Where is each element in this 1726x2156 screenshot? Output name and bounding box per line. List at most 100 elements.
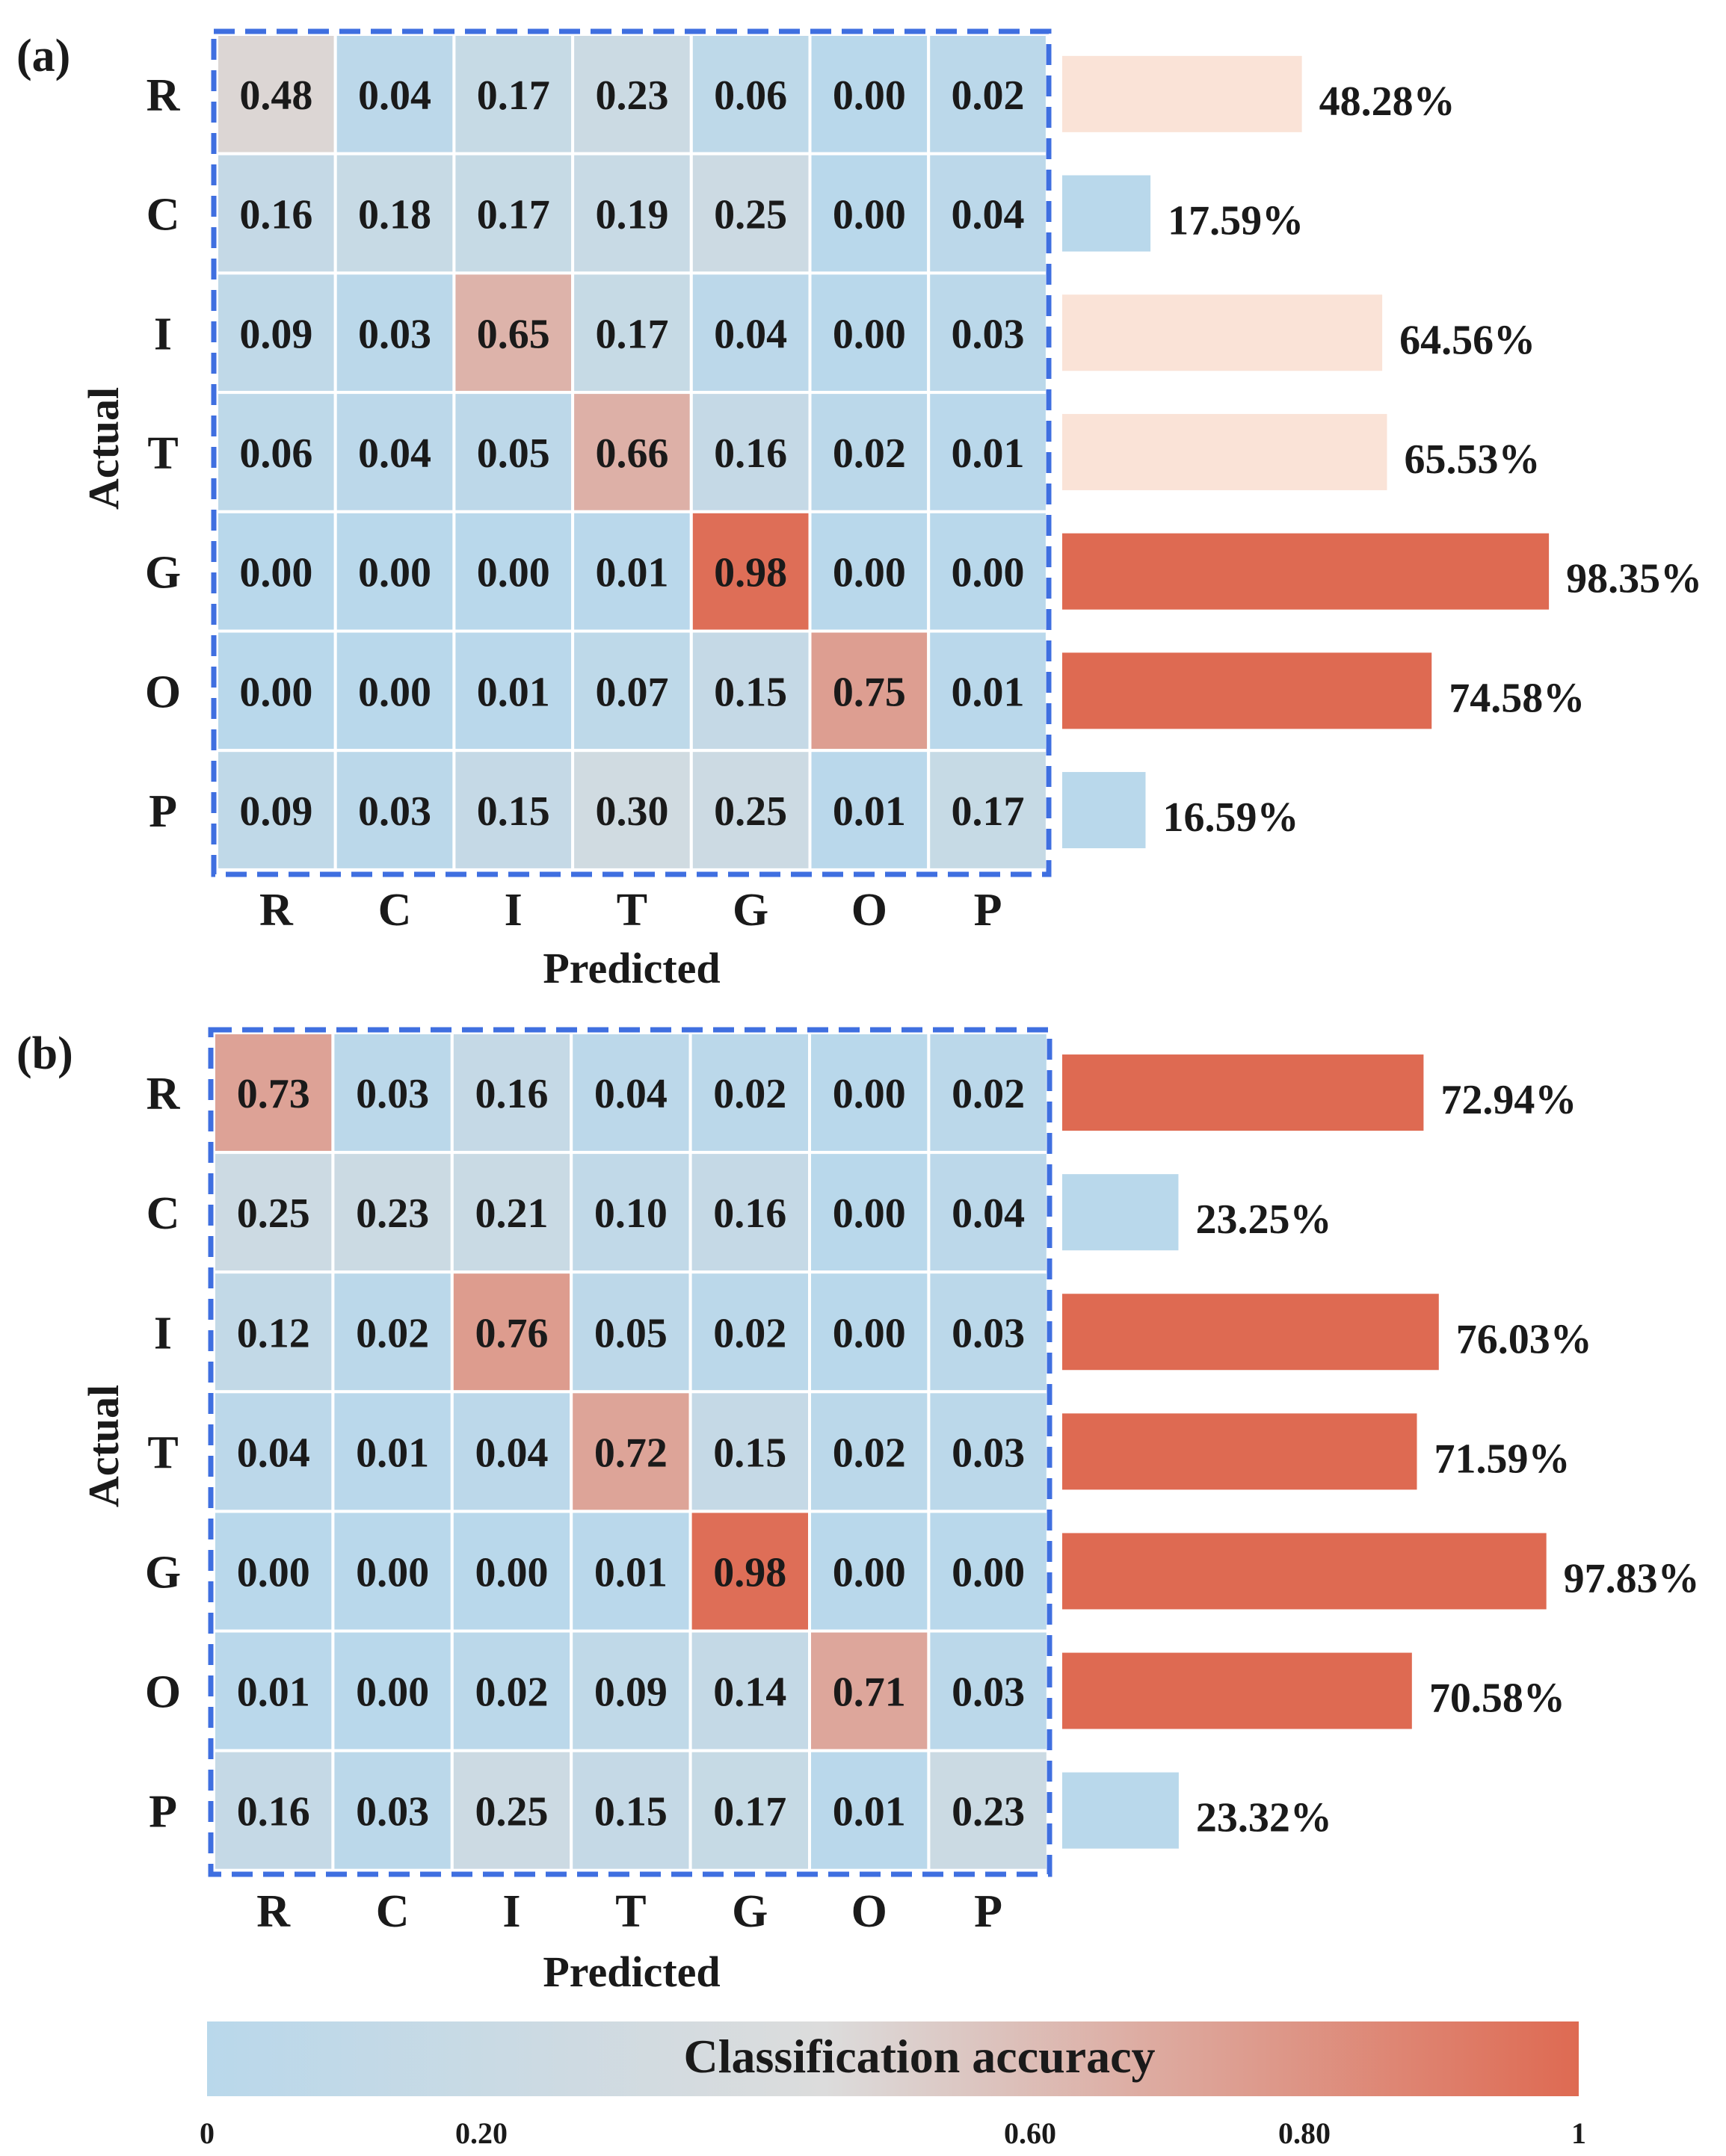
heatmap-cell	[450, 1390, 573, 1513]
col-label: R	[259, 885, 294, 936]
cell-value: 0.04	[358, 72, 431, 119]
cell-value: 0.04	[714, 311, 787, 357]
heatmap-cell	[450, 1749, 573, 1872]
colorbar-ticks: 0 0.20 0.60 0.80 1	[200, 2116, 1586, 2150]
col-label: O	[851, 885, 887, 936]
accuracy-bar	[1062, 294, 1383, 371]
cell-value: 0.03	[952, 1430, 1025, 1476]
colorbar-tick-label: 0	[200, 2116, 215, 2150]
cell-value: 0.00	[358, 550, 431, 596]
accuracy-label: 72.94%	[1440, 1077, 1576, 1123]
cell-value: 0.01	[477, 669, 550, 715]
cell-value: 0.02	[713, 1310, 786, 1356]
heatmap-cell	[450, 1151, 573, 1274]
cell-value: 0.00	[239, 669, 312, 715]
cell-value: 0.00	[833, 550, 906, 596]
heatmap-cell	[450, 1031, 573, 1155]
heatmap-cell	[927, 152, 1049, 275]
row-label: P	[149, 1787, 177, 1838]
colorbar-tick-label: 1	[1571, 2116, 1586, 2150]
accuracy-bar	[1062, 1294, 1439, 1371]
cell-value: 0.17	[713, 1789, 786, 1835]
cell-value: 0.03	[952, 1669, 1025, 1716]
heatmap-cell	[215, 152, 337, 275]
cell-value: 0.00	[833, 72, 906, 119]
heatmap-cell	[450, 1510, 573, 1633]
row-label: T	[147, 428, 178, 479]
col-label: I	[505, 885, 523, 936]
cell-value: 0.03	[358, 788, 431, 835]
col-label: T	[615, 1886, 646, 1937]
cell-value: 0.07	[595, 669, 668, 715]
accuracy-label: 64.56%	[1399, 317, 1535, 363]
accuracy-bar	[1062, 175, 1151, 252]
cell-value: 0.75	[833, 669, 906, 715]
heatmap-cells: 0.73 0.03 0.16 0.04 0.02 0.00 0.02 0.25 0.23 0.21…	[212, 1031, 1050, 1872]
cell-value: 0.09	[239, 311, 312, 357]
heatmap-cell	[688, 1629, 811, 1752]
col-label: T	[617, 885, 647, 936]
cell-value: 0.03	[952, 1310, 1025, 1356]
cell-value: 0.23	[952, 1789, 1025, 1835]
heatmap-cell	[927, 1031, 1050, 1155]
colorbar-gradient	[207, 2021, 1579, 2096]
cell-value: 0.01	[595, 550, 668, 596]
x-axis-title: Predicted	[543, 1947, 720, 1996]
heatmap-cell	[808, 271, 931, 395]
cell-value: 0.06	[714, 72, 787, 119]
cell-value: 0.00	[833, 1190, 906, 1237]
cell-value: 0.19	[595, 192, 668, 238]
col-label: G	[732, 1886, 768, 1937]
panel-a: (a) Actual Predicted 0.48 0.04 0.17 0.23 0.0…	[16, 28, 1702, 992]
accuracy-bar	[1062, 1652, 1412, 1729]
cell-value: 0.00	[833, 1071, 906, 1117]
heatmap-cell	[688, 1749, 811, 1872]
cell-value: 0.02	[952, 1071, 1025, 1117]
cell-value: 0.01	[952, 430, 1025, 477]
row-label: I	[154, 1308, 172, 1359]
heatmap-cell	[808, 33, 931, 155]
col-label: P	[974, 1886, 1002, 1937]
cell-value: 0.25	[714, 788, 787, 835]
cell-value: 0.00	[833, 311, 906, 357]
cell-value: 0.00	[477, 550, 550, 596]
cell-value: 0.00	[952, 550, 1025, 596]
accuracy-label: 23.25%	[1195, 1196, 1331, 1243]
cell-value: 0.00	[356, 1669, 429, 1716]
heatmap-cell	[927, 749, 1049, 871]
cell-value: 0.01	[833, 1789, 906, 1835]
col-label: G	[733, 885, 768, 936]
row-label: R	[147, 70, 181, 121]
heatmap-cell	[333, 391, 456, 513]
cell-value: 0.00	[833, 192, 906, 238]
row-label: T	[147, 1427, 178, 1478]
accuracy-bar	[1062, 533, 1550, 610]
cell-value: 0.02	[952, 72, 1025, 119]
heatmap-cell	[450, 1270, 573, 1394]
heatmap-cell	[452, 271, 575, 395]
cell-value: 0.03	[356, 1789, 429, 1835]
cell-value: 0.09	[594, 1669, 668, 1716]
cell-value: 0.14	[713, 1669, 786, 1716]
heatmap-cell	[570, 1270, 692, 1394]
accuracy-label: 71.59%	[1434, 1436, 1570, 1482]
heatmap-cell	[927, 1151, 1050, 1274]
heatmap-cell	[808, 1510, 931, 1633]
heatmap-cell	[452, 749, 575, 871]
cell-value: 0.15	[714, 669, 787, 715]
heatmap-cell	[215, 391, 337, 513]
cell-value: 0.16	[714, 430, 787, 477]
col-label: C	[378, 885, 412, 936]
heatmap-cell	[688, 1390, 811, 1513]
cell-value: 0.15	[477, 788, 550, 835]
heatmap-cell	[689, 629, 812, 753]
cell-value: 0.71	[833, 1669, 906, 1716]
cell-value: 0.25	[237, 1190, 310, 1237]
cell-value: 0.00	[833, 1310, 906, 1356]
row-label: C	[147, 190, 180, 241]
cell-value: 0.03	[952, 311, 1025, 357]
heatmap-cell	[570, 1390, 692, 1513]
cell-value: 0.30	[595, 788, 668, 835]
col-label: O	[851, 1886, 887, 1937]
heatmap-cell	[571, 749, 693, 871]
